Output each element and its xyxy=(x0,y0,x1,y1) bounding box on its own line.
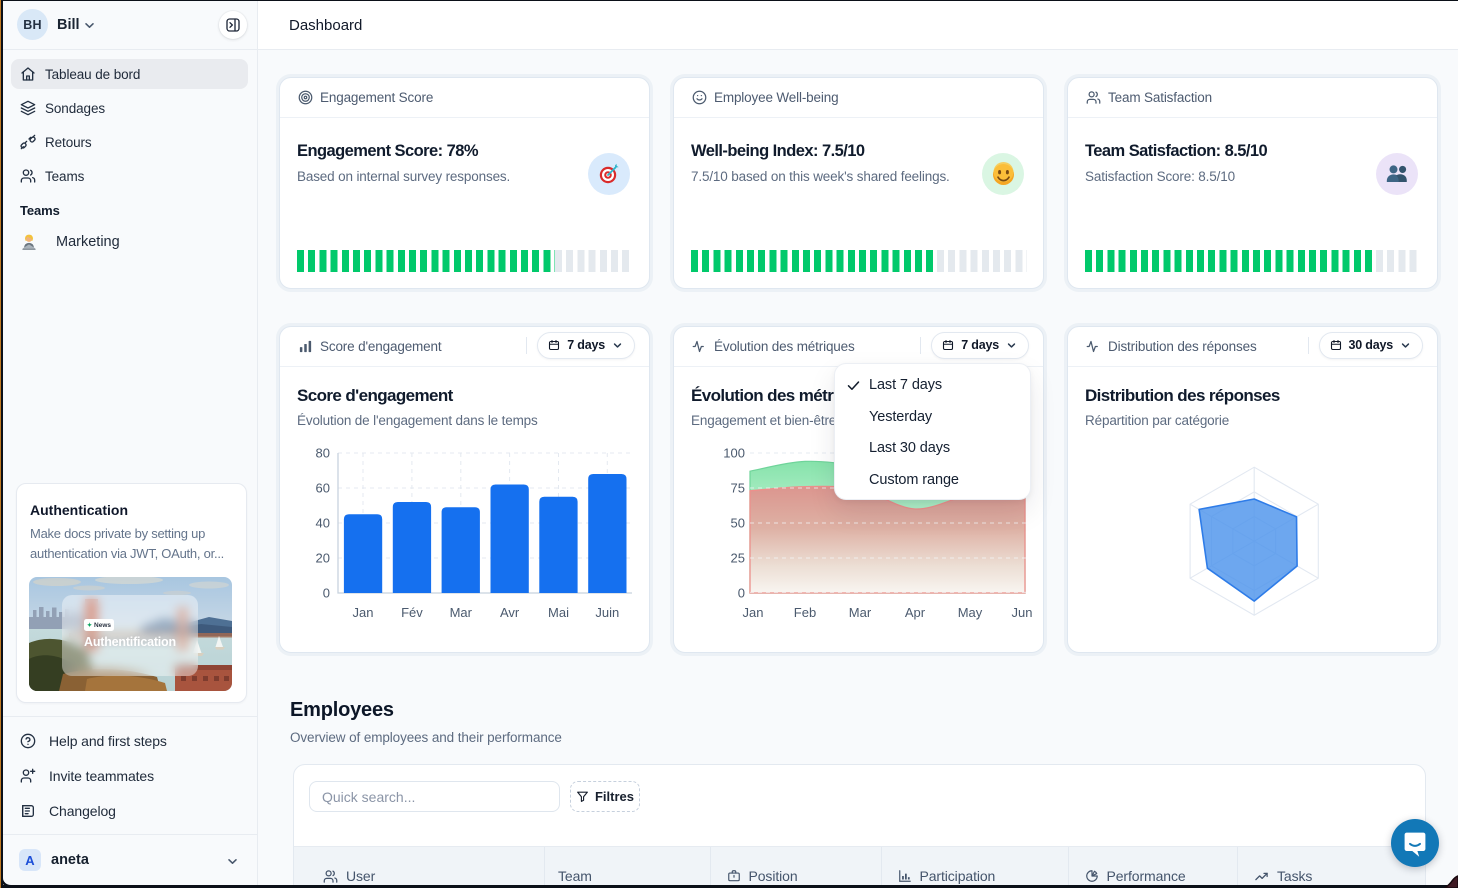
svg-text:Mar: Mar xyxy=(450,605,473,620)
svg-text:Mai: Mai xyxy=(548,605,569,620)
svg-text:0: 0 xyxy=(323,586,330,601)
svg-text:40: 40 xyxy=(316,516,330,531)
svg-text:Mar: Mar xyxy=(849,605,872,620)
svg-text:Apr: Apr xyxy=(905,605,926,620)
svg-text:80: 80 xyxy=(316,446,330,461)
svg-text:50: 50 xyxy=(731,516,745,531)
svg-text:Jun: Jun xyxy=(1012,605,1033,620)
svg-text:Juin: Juin xyxy=(595,605,619,620)
svg-text:Fév: Fév xyxy=(401,605,423,620)
svg-text:60: 60 xyxy=(316,481,330,496)
svg-text:Jan: Jan xyxy=(743,605,764,620)
svg-text:May: May xyxy=(958,605,983,620)
svg-text:100: 100 xyxy=(723,446,745,461)
svg-text:Jan: Jan xyxy=(353,605,374,620)
svg-text:75: 75 xyxy=(731,481,745,496)
svg-text:Avr: Avr xyxy=(500,605,520,620)
svg-text:Feb: Feb xyxy=(794,605,816,620)
svg-text:25: 25 xyxy=(731,551,745,566)
svg-text:20: 20 xyxy=(316,551,330,566)
svg-text:0: 0 xyxy=(738,586,745,601)
